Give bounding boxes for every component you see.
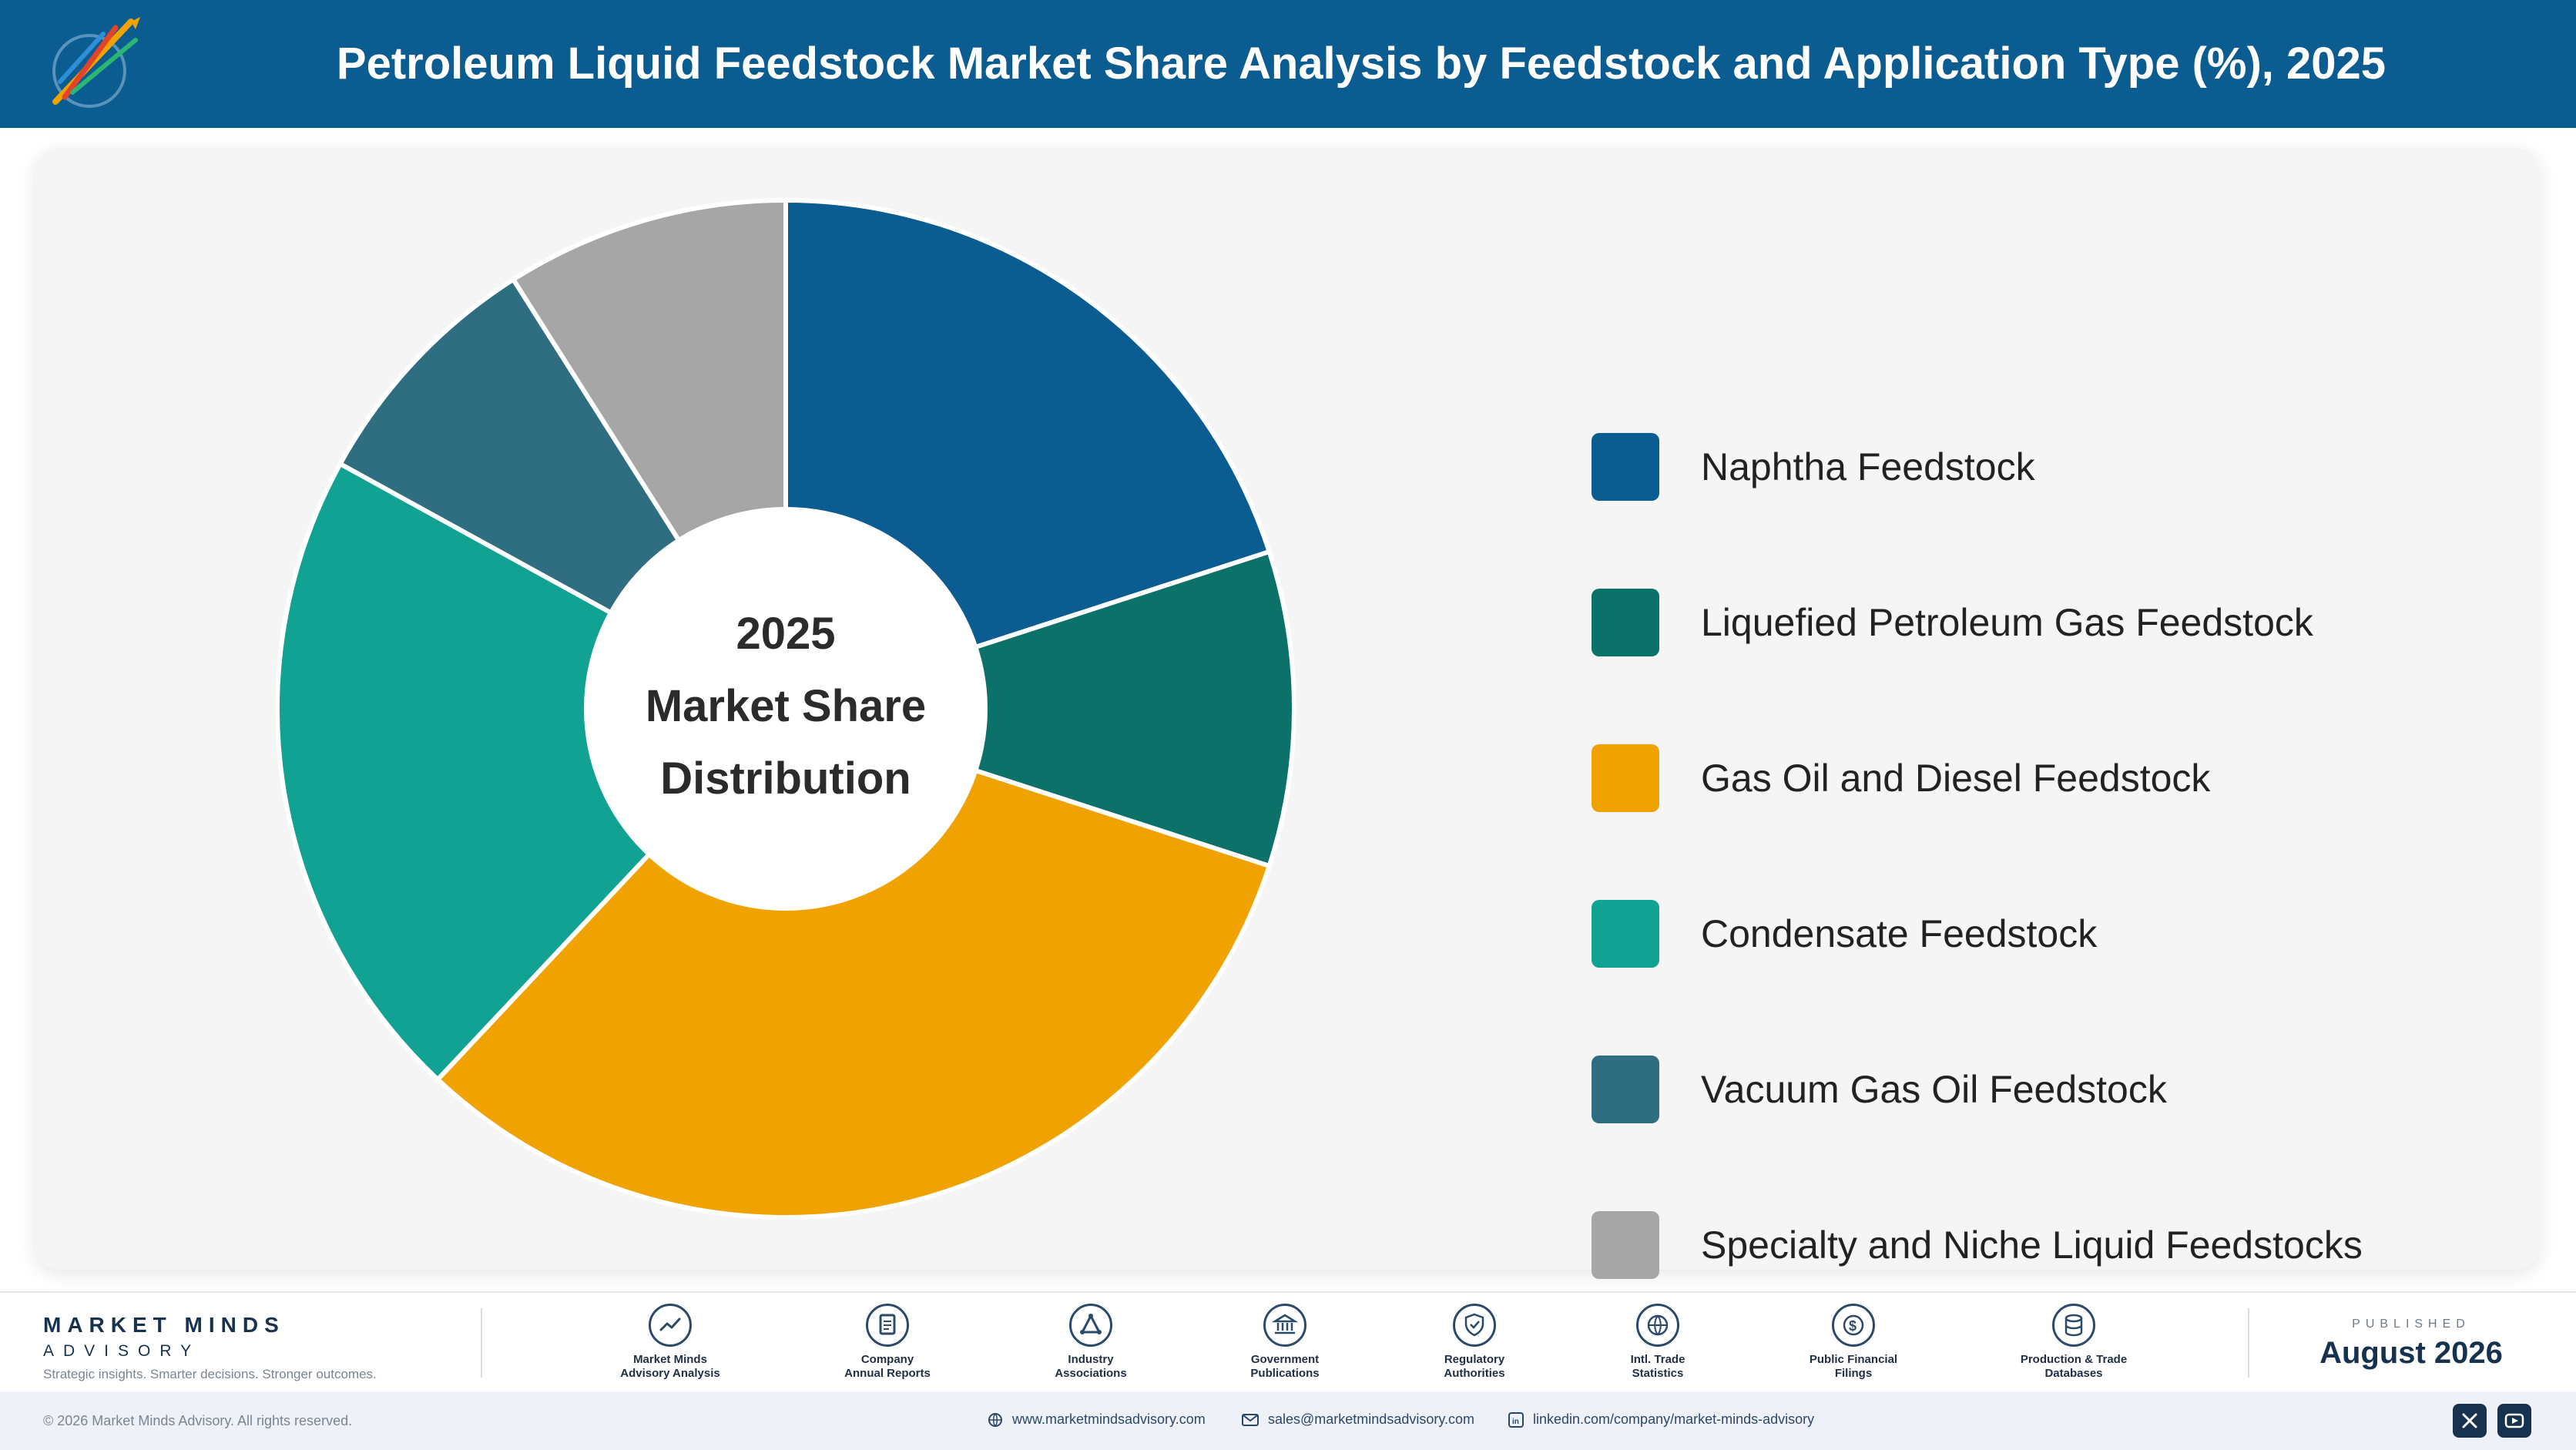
header-bar: Petroleum Liquid Feedstock Market Share … (0, 0, 2576, 128)
footer: MARKET MINDS ADVISORY Strategic insights… (0, 1291, 2576, 1391)
source-label: Public Financial Filings (1809, 1353, 1898, 1380)
source-label: Government Publications (1250, 1353, 1320, 1380)
source-item: Regulatory Authorities (1397, 1304, 1551, 1381)
linkedin-text: linkedin.com/company/market-minds-adviso… (1533, 1411, 1815, 1427)
copyright-text: © 2026 Market Minds Advisory. All rights… (43, 1413, 353, 1428)
legend-item: Vacuum Gas Oil Feedstock (1592, 1056, 2167, 1123)
dollar-coin-icon: $ (1832, 1304, 1875, 1347)
mail-icon (1242, 1413, 1259, 1427)
source-item: Intl. Trade Statistics (1581, 1304, 1735, 1381)
legend-item: Naphtha Feedstock (1592, 433, 2035, 501)
center-label-line2: Market Share (646, 681, 926, 731)
government-building-icon (1263, 1304, 1306, 1347)
bottom-bar: © 2026 Market Minds Advisory. All rights… (0, 1391, 2576, 1450)
source-item: $ Public Financial Filings (1776, 1304, 1930, 1381)
shield-check-icon (1453, 1304, 1496, 1347)
document-icon (866, 1304, 909, 1347)
linkedin-icon: in (1508, 1411, 1524, 1428)
legend-swatch (1592, 589, 1659, 656)
center-label-line3: Distribution (660, 754, 911, 804)
legend-swatch (1592, 1056, 1659, 1123)
legend-swatch (1592, 433, 1659, 501)
legend-label: Specialty and Niche Liquid Feedstocks (1701, 1223, 2363, 1267)
published-label: PUBLISHED (2352, 1317, 2470, 1331)
globe-icon (988, 1412, 1003, 1428)
svg-text:$: $ (1849, 1318, 1857, 1334)
legend-item: Condensate Feedstock (1592, 900, 2097, 968)
brand-sub: ADVISORY (43, 1342, 201, 1360)
legend-swatch (1592, 1211, 1659, 1279)
x-social-icon[interactable] (2453, 1404, 2487, 1438)
brand-name: MARKET MINDS (43, 1313, 285, 1337)
source-label: Intl. Trade Statistics (1630, 1353, 1685, 1380)
market-minds-logo (52, 17, 140, 108)
globe-icon (1636, 1304, 1679, 1347)
legend-label: Gas Oil and Diesel Feedstock (1701, 757, 2211, 800)
center-label-year: 2025 (736, 609, 835, 659)
donut-chart: 2025 Market Share Distribution (275, 197, 1297, 1220)
source-label: Market Minds Advisory Analysis (620, 1353, 720, 1380)
network-icon (1069, 1304, 1112, 1347)
legend-label: Vacuum Gas Oil Feedstock (1701, 1068, 2167, 1111)
svg-text:in: in (1512, 1418, 1519, 1426)
email-link[interactable]: sales@marketmindsadvisory.com (1242, 1411, 1474, 1428)
legend-label: Naphtha Feedstock (1701, 445, 2035, 488)
footer-divider (2248, 1308, 2249, 1378)
brand-tagline: Strategic insights. Smarter decisions. S… (43, 1367, 377, 1381)
legend-item: Gas Oil and Diesel Feedstock (1592, 744, 2210, 812)
legend-item: Specialty and Niche Liquid Feedstocks (1592, 1211, 2363, 1279)
legend-swatch (1592, 900, 1659, 968)
email-text: sales@marketmindsadvisory.com (1268, 1411, 1475, 1427)
published-date: August 2026 (2319, 1336, 2503, 1370)
source-item: Production & Trade Databases (1997, 1304, 2151, 1381)
trend-chart-icon (649, 1304, 692, 1347)
source-label: Company Annual Reports (844, 1353, 931, 1380)
linkedin-link[interactable]: in linkedin.com/company/market-minds-adv… (1508, 1411, 1814, 1428)
footer-divider (481, 1308, 482, 1378)
youtube-social-icon[interactable] (2497, 1404, 2531, 1438)
page-title: Petroleum Liquid Feedstock Market Share … (336, 39, 2386, 89)
legend-swatch (1592, 744, 1659, 812)
source-item: Market Minds Advisory Analysis (593, 1304, 747, 1381)
source-label: Regulatory Authorities (1444, 1353, 1505, 1380)
donut-hole (584, 507, 988, 911)
source-label: Industry Associations (1055, 1353, 1127, 1380)
pie-slice-2 (778, 549, 1297, 869)
legend-label: Liquefied Petroleum Gas Feedstock (1701, 601, 2313, 644)
source-item: Company Annual Reports (810, 1304, 964, 1381)
database-icon (2052, 1304, 2095, 1347)
website-text: www.marketmindsadvisory.com (1012, 1411, 1206, 1427)
chart-card: 2025 Market Share Distribution Naphtha F… (35, 148, 2539, 1279)
pie-slice-4 (275, 460, 790, 1083)
pie-slice-3 (434, 706, 1273, 1220)
legend-item: Liquefied Petroleum Gas Feedstock (1592, 589, 2313, 656)
website-link[interactable]: www.marketmindsadvisory.com (988, 1411, 1206, 1428)
source-item: Industry Associations (1014, 1304, 1168, 1381)
source-item: Government Publications (1208, 1304, 1362, 1381)
legend-label: Condensate Feedstock (1701, 912, 2098, 955)
source-label: Production & Trade Databases (2020, 1353, 2128, 1380)
